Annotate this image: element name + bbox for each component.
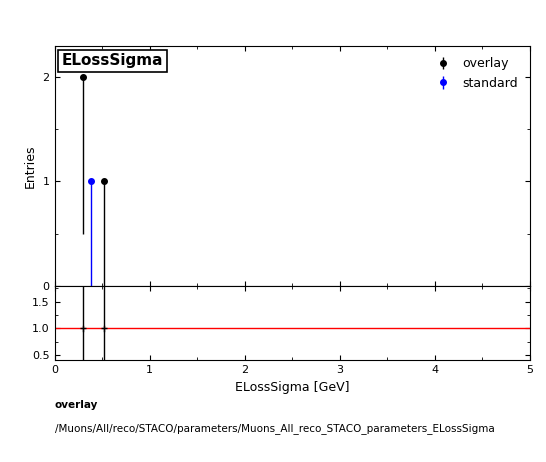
Y-axis label: Entries: Entries: [24, 144, 37, 188]
Legend: overlay, standard: overlay, standard: [429, 53, 524, 95]
Text: ELossSigma: ELossSigma: [62, 54, 163, 68]
Text: overlay: overlay: [55, 400, 98, 410]
X-axis label: ELossSigma [GeV]: ELossSigma [GeV]: [235, 381, 349, 394]
Text: /Muons/All/reco/STACO/parameters/Muons_All_reco_STACO_parameters_ELossSigma: /Muons/All/reco/STACO/parameters/Muons_A…: [55, 423, 494, 434]
